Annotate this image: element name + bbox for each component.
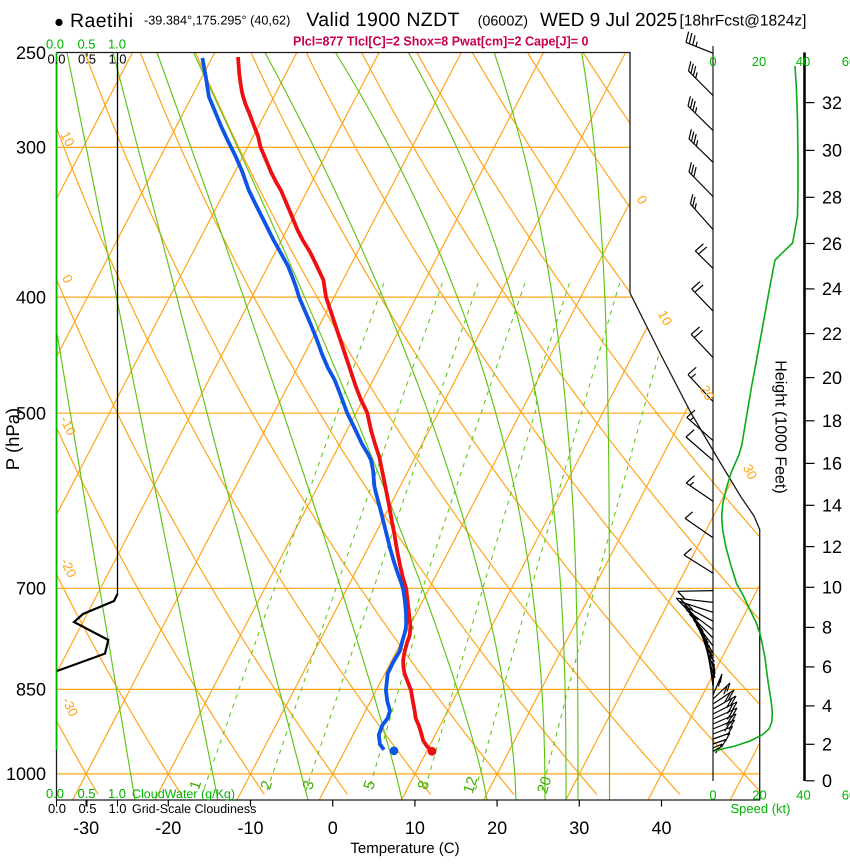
svg-text:60: 60 (842, 788, 850, 803)
svg-text:10: 10 (57, 129, 77, 149)
svg-text:-30: -30 (73, 818, 99, 838)
svg-text:0: 0 (822, 771, 832, 791)
svg-text:26: 26 (822, 234, 842, 254)
svg-text:400: 400 (16, 287, 46, 307)
svg-text:20: 20 (697, 383, 717, 403)
svg-text:500: 500 (16, 404, 46, 424)
svg-text:0: 0 (709, 788, 716, 803)
svg-text:0: 0 (709, 54, 716, 69)
svg-text:Valid 1900 NZDT: Valid 1900 NZDT (306, 9, 459, 31)
svg-text:CloudWater (g/Kg): CloudWater (g/Kg) (132, 787, 235, 801)
svg-text:24: 24 (822, 279, 842, 299)
svg-text:22: 22 (822, 324, 842, 344)
svg-text:2: 2 (822, 735, 832, 755)
svg-text:28: 28 (822, 188, 842, 208)
svg-text:0.5: 0.5 (78, 801, 96, 816)
svg-text:0.5: 0.5 (78, 52, 96, 67)
svg-text:30: 30 (569, 818, 589, 838)
svg-text:850: 850 (16, 680, 46, 700)
svg-text:4: 4 (822, 696, 832, 716)
svg-text:Temperature (C): Temperature (C) (350, 840, 459, 857)
svg-text:32: 32 (822, 93, 842, 113)
svg-text:14: 14 (822, 496, 842, 516)
svg-text:0: 0 (328, 818, 338, 838)
svg-text:12: 12 (460, 775, 481, 796)
svg-text:[18hrFcst@1824z]: [18hrFcst@1824z] (680, 13, 807, 30)
svg-text:20: 20 (487, 818, 507, 838)
svg-text:Plcl=877 Tlcl[C]=2 Shox=8 Pwat: Plcl=877 Tlcl[C]=2 Shox=8 Pwat[cm]=2 Cap… (293, 33, 589, 48)
svg-text:6: 6 (822, 657, 832, 677)
svg-text:20: 20 (822, 368, 842, 388)
svg-text:1.0: 1.0 (108, 37, 126, 52)
svg-text:0.0: 0.0 (46, 786, 64, 801)
svg-text:8: 8 (822, 618, 832, 638)
svg-text:16: 16 (822, 454, 842, 474)
svg-text:40: 40 (796, 788, 810, 803)
svg-text:0.5: 0.5 (77, 37, 95, 52)
svg-text:700: 700 (16, 579, 46, 599)
svg-text:20: 20 (534, 775, 555, 796)
svg-text:40: 40 (796, 54, 810, 69)
svg-text:0.0: 0.0 (46, 37, 64, 52)
svg-text:0.5: 0.5 (77, 786, 95, 801)
svg-text:-20: -20 (155, 818, 181, 838)
svg-text:10: 10 (655, 308, 675, 328)
svg-text:12: 12 (822, 537, 842, 557)
svg-text:Grid-Scale Cloudiness: Grid-Scale Cloudiness (132, 802, 256, 816)
svg-text:-10: -10 (237, 818, 263, 838)
svg-text:18: 18 (822, 411, 842, 431)
svg-text:250: 250 (16, 43, 46, 63)
svg-text:30: 30 (740, 462, 760, 482)
svg-text:Speed (kt): Speed (kt) (731, 801, 791, 816)
svg-text:Height (1000 Feet): Height (1000 Feet) (772, 360, 789, 493)
svg-text:20: 20 (752, 788, 766, 803)
svg-text:-39.384°,175.295° (40,62): -39.384°,175.295° (40,62) (144, 14, 290, 28)
svg-text:1.0: 1.0 (108, 786, 126, 801)
svg-text:300: 300 (16, 138, 46, 158)
svg-text:WED 9 Jul 2025: WED 9 Jul 2025 (540, 10, 677, 31)
svg-text:1000: 1000 (6, 764, 46, 784)
svg-text:1.0: 1.0 (108, 801, 126, 816)
svg-text:0.0: 0.0 (48, 801, 66, 816)
svg-text:30: 30 (822, 141, 842, 161)
svg-text:10: 10 (405, 818, 425, 838)
svg-text:10: 10 (822, 578, 842, 598)
svg-text:Raetihi: Raetihi (70, 10, 134, 32)
svg-text:60: 60 (842, 54, 850, 69)
svg-text:P (hPa): P (hPa) (2, 408, 23, 470)
svg-text:40: 40 (651, 818, 671, 838)
svg-text:(0600Z): (0600Z) (478, 14, 528, 30)
svg-text:0.0: 0.0 (47, 52, 65, 67)
svg-text:1.0: 1.0 (108, 52, 126, 67)
svg-text:20: 20 (752, 54, 766, 69)
